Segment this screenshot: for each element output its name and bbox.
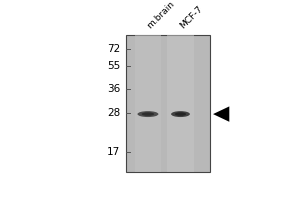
Text: 17: 17 [107, 147, 120, 157]
Ellipse shape [142, 112, 154, 116]
Text: 55: 55 [107, 61, 120, 71]
Ellipse shape [175, 112, 186, 116]
Text: 72: 72 [107, 44, 120, 54]
Text: 28: 28 [107, 108, 120, 118]
Ellipse shape [137, 111, 158, 117]
Text: m.brain: m.brain [146, 0, 177, 30]
Ellipse shape [171, 111, 190, 117]
Bar [126, 35, 210, 172]
Text: 36: 36 [107, 84, 120, 94]
Polygon shape [213, 106, 229, 122]
Bar [167, 35, 194, 172]
Text: MCF-7: MCF-7 [178, 4, 204, 30]
Bar [135, 35, 161, 172]
